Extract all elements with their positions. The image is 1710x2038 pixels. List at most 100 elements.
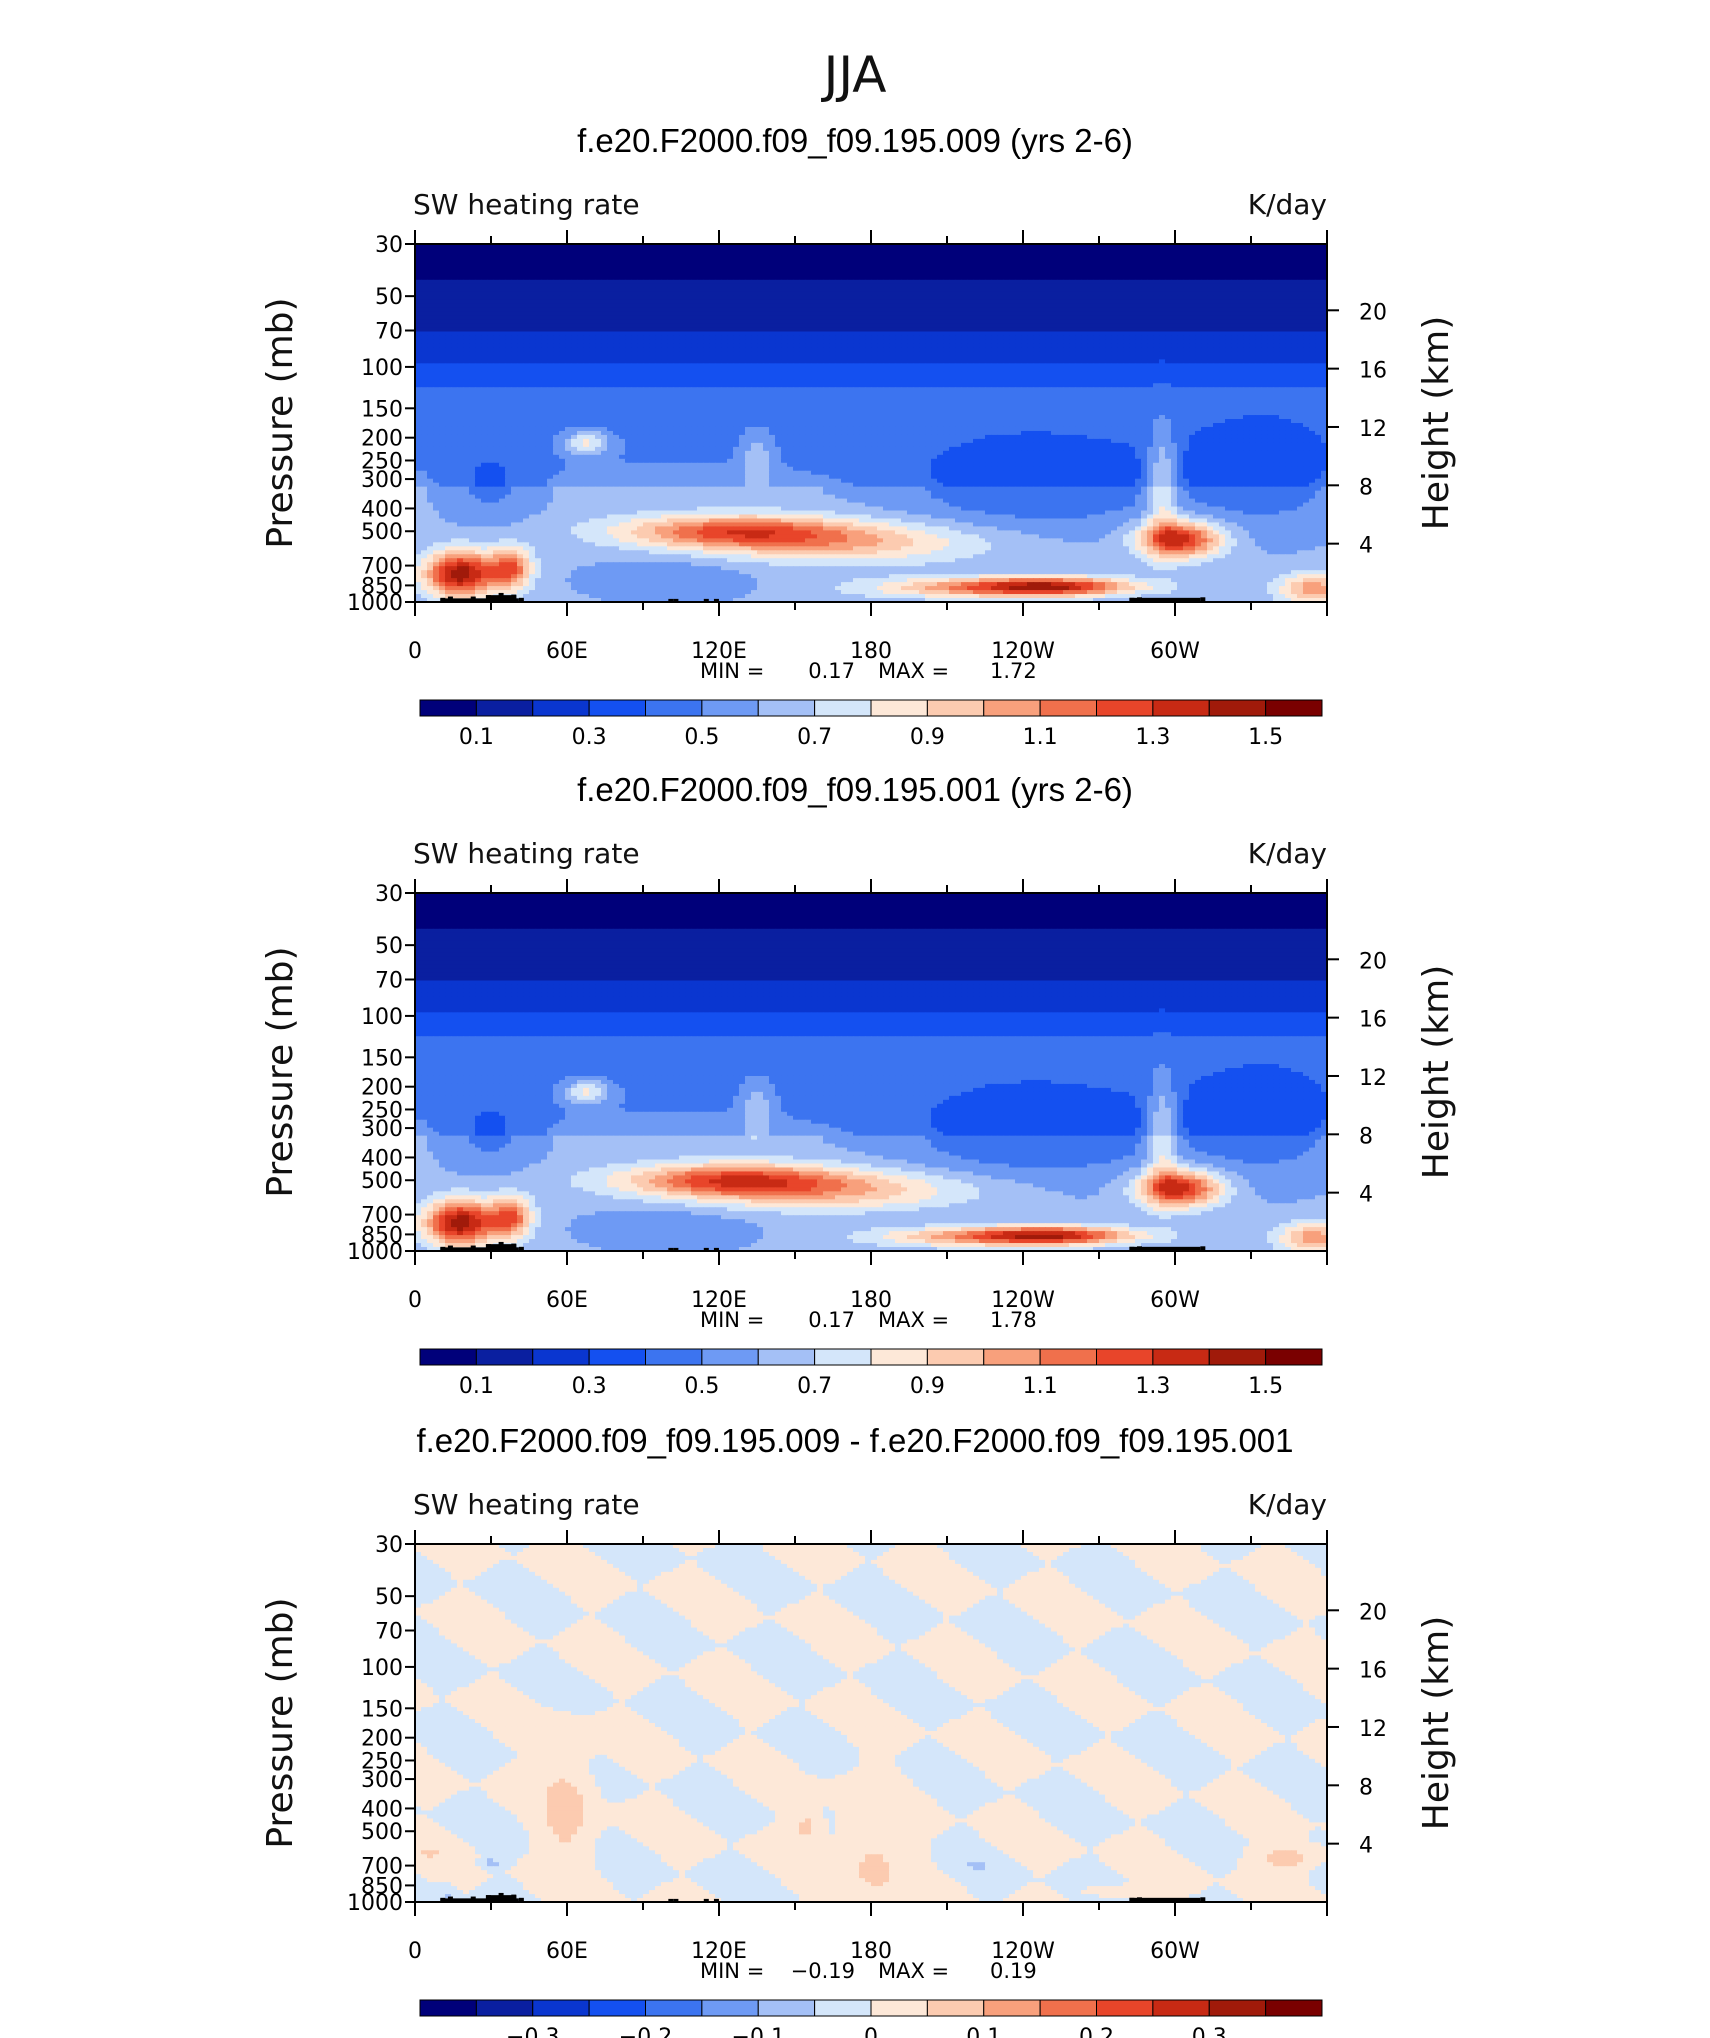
y-tick-label: 1000 [347, 1891, 403, 1916]
height-tick-label: 8 [1359, 1775, 1373, 1800]
colorbar-segment [1266, 700, 1322, 716]
x-tick-label: 60W [1150, 1939, 1200, 1964]
colorbar-segment [1097, 1349, 1153, 1365]
colorbar-label: 0.5 [684, 1374, 719, 1399]
y-tick-label: 300 [361, 1117, 403, 1142]
height-tick-label: 12 [1359, 1066, 1387, 1091]
colorbar-label: 0.3 [572, 725, 607, 750]
y-tick-label: 1000 [347, 1240, 403, 1265]
height-tick-label: 12 [1359, 417, 1387, 442]
y-axis-label: Pressure (mb) [260, 946, 301, 1197]
colorbar-segment [476, 700, 532, 716]
panel-units-label: K/day [1248, 188, 1327, 221]
height-tick-label: 8 [1359, 1124, 1373, 1149]
colorbar-label: 0.7 [797, 725, 832, 750]
stat-max-label: MAX = [878, 659, 949, 683]
topography-peak [486, 1895, 516, 1902]
colorbar-segment [1266, 2000, 1322, 2016]
colorbar-label: 1.3 [1135, 725, 1170, 750]
y-tick-label: 200 [361, 1727, 403, 1752]
height-tick-label: 16 [1359, 1008, 1387, 1033]
x-tick-label: 0 [408, 639, 422, 664]
y-tick-label: 300 [361, 1768, 403, 1793]
colorbar-segment [420, 1349, 476, 1365]
colorbar-segment [646, 2000, 702, 2016]
colorbar-segment [815, 700, 871, 716]
y-axis-label: Pressure (mb) [260, 297, 301, 548]
colorbar-label: 0.5 [684, 725, 719, 750]
colorbar-segment [815, 2000, 871, 2016]
colorbar-segment [1097, 700, 1153, 716]
colorbar-segment [871, 2000, 927, 2016]
colorbar-label: 0.1 [459, 1374, 494, 1399]
height-tick-label: 12 [1359, 1717, 1387, 1742]
colorbar-segment [1153, 1349, 1209, 1365]
y-axis-right-label: Height (km) [1416, 316, 1457, 530]
y-tick-label: 50 [375, 1585, 403, 1610]
height-tick-label: 4 [1359, 1834, 1373, 1859]
stat-min-label: MIN = [700, 1308, 764, 1332]
colorbar-segment [1209, 1349, 1265, 1365]
y-tick-label: 100 [361, 1005, 403, 1030]
panel-left-label: SW heating rate [413, 188, 640, 221]
stat-max-value: 1.72 [990, 659, 1037, 683]
colorbar-segment [589, 2000, 645, 2016]
y-tick-label: 100 [361, 356, 403, 381]
stat-min-label: MIN = [700, 659, 764, 683]
y-tick-label: 150 [361, 1697, 403, 1722]
colorbar-segment [589, 1349, 645, 1365]
x-tick-label: 0 [408, 1288, 422, 1313]
y-tick-label: 200 [361, 1076, 403, 1101]
colorbar-segment [758, 1349, 814, 1365]
colorbar-segment [1266, 1349, 1322, 1365]
colorbar-segment [1209, 2000, 1265, 2016]
colorbar-segment [1040, 700, 1096, 716]
y-tick-label: 50 [375, 285, 403, 310]
y-tick-label: 70 [375, 969, 403, 994]
height-tick-label: 4 [1359, 534, 1373, 559]
y-tick-label: 150 [361, 397, 403, 422]
x-tick-label: 60E [546, 1939, 588, 1964]
stat-min-label: MIN = [700, 1959, 764, 1983]
stat-max-label: MAX = [878, 1308, 949, 1332]
y-tick-label: 500 [361, 520, 403, 545]
colorbar-segment [1097, 2000, 1153, 2016]
colorbar-segment [927, 2000, 983, 2016]
stat-max-value: 1.78 [990, 1308, 1037, 1332]
colorbar-label: 0.3 [572, 1374, 607, 1399]
height-tick-label: 20 [1359, 1600, 1387, 1625]
colorbar-segment [1153, 700, 1209, 716]
colorbar-segment [702, 700, 758, 716]
x-tick-label: 60W [1150, 1288, 1200, 1313]
panel-units-label: K/day [1248, 837, 1327, 870]
colorbar-segment [533, 1349, 589, 1365]
colorbar-segment [984, 2000, 1040, 2016]
colorbar-segment [533, 2000, 589, 2016]
y-tick-label: 70 [375, 320, 403, 345]
stat-min-value: 0.17 [808, 659, 855, 683]
y-tick-label: 30 [375, 882, 403, 907]
y-tick-label: 400 [361, 1797, 403, 1822]
y-tick-label: 30 [375, 233, 403, 258]
y-axis-right-label: Height (km) [1416, 1616, 1457, 1830]
y-tick-label: 1000 [347, 591, 403, 616]
colorbar-segment [476, 2000, 532, 2016]
colorbar-label: 0 [864, 2025, 878, 2038]
stat-min-value: 0.17 [808, 1308, 855, 1332]
panel-title: f.e20.F2000.f09_f09.195.009 (yrs 2-6) [577, 122, 1133, 159]
topography-peak [486, 595, 516, 602]
colorbar-segment [758, 700, 814, 716]
colorbar-segment [927, 700, 983, 716]
y-tick-label: 100 [361, 1656, 403, 1681]
colorbar-segment [1040, 1349, 1096, 1365]
colorbar-label: 1.3 [1135, 1374, 1170, 1399]
colorbar-label: −0.3 [506, 2025, 559, 2038]
colorbar-label: 1.1 [1023, 1374, 1058, 1399]
stat-max-value: 0.19 [990, 1959, 1037, 1983]
x-tick-label: 60W [1150, 639, 1200, 664]
colorbar-label: 0.3 [1192, 2025, 1227, 2038]
panel-left-label: SW heating rate [413, 1488, 640, 1521]
x-tick-label: 60E [546, 639, 588, 664]
colorbar-segment [702, 2000, 758, 2016]
